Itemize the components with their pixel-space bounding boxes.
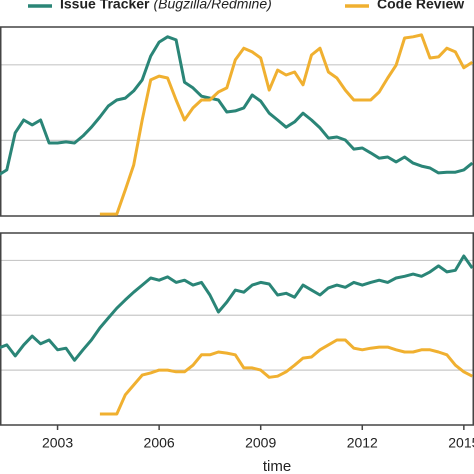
series-line <box>0 254 474 362</box>
x-tick-label: 2003 <box>42 435 73 451</box>
x-tick-label: 2009 <box>245 435 276 451</box>
x-tick-label: 2006 <box>144 435 175 451</box>
legend-label: Issue Tracker <box>60 0 150 12</box>
legend-note: (Bugzilla/Redmine) <box>154 0 272 12</box>
panel-frame <box>0 26 474 217</box>
series-line <box>99 338 473 416</box>
legend-label: Code Review <box>377 0 464 12</box>
series-line <box>99 33 474 216</box>
x-tick-label: 2015 <box>448 435 474 451</box>
panel-frame <box>0 232 474 426</box>
series-line <box>0 35 474 176</box>
x-axis-label: time <box>263 458 291 474</box>
x-tick-label: 2012 <box>347 435 378 451</box>
